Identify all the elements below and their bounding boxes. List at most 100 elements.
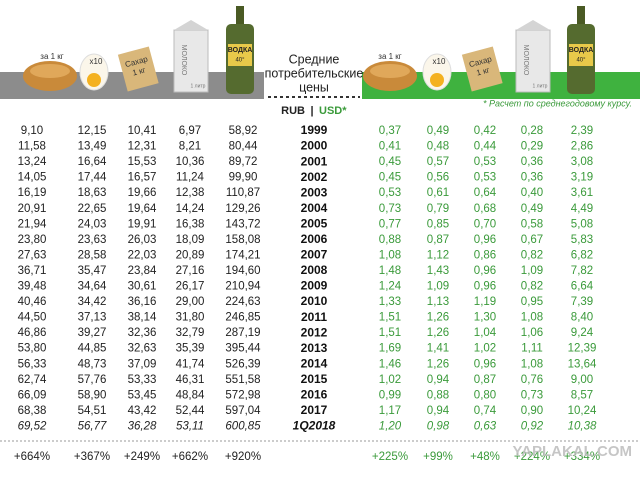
usd-price: 0,94 bbox=[427, 405, 450, 417]
usd-price: 1,30 bbox=[474, 312, 496, 324]
milk-top bbox=[174, 20, 208, 30]
usd-price: 0,73 bbox=[379, 203, 401, 215]
period: 1Q2018 bbox=[293, 419, 336, 433]
period: 2001 bbox=[301, 154, 328, 168]
rub-price: 10,36 bbox=[176, 156, 205, 168]
rub-price: 46,31 bbox=[176, 374, 205, 386]
usd-price: 0,49 bbox=[427, 125, 449, 137]
usd-price: 0,77 bbox=[379, 218, 401, 230]
vodka-tag bbox=[569, 44, 593, 66]
usd-price: 0,80 bbox=[474, 389, 496, 401]
rub-price: 57,76 bbox=[78, 374, 107, 386]
usd-price: 0,58 bbox=[521, 218, 543, 230]
usd-price: 1,08 bbox=[521, 358, 543, 370]
period: 1999 bbox=[301, 123, 328, 137]
title-line: Средние bbox=[289, 52, 340, 66]
usd-price: 0,88 bbox=[379, 234, 401, 246]
rub-price: 194,60 bbox=[225, 265, 260, 277]
usd-price: 0,85 bbox=[427, 218, 449, 230]
period: 2014 bbox=[301, 356, 328, 370]
usd-price: 0,45 bbox=[379, 172, 401, 184]
rub-price: 6,97 bbox=[179, 125, 201, 137]
footnote: * Расчет по среднегодовому курсу. bbox=[483, 98, 632, 108]
rub-price: 21,94 bbox=[18, 218, 47, 230]
rub-price: 35,47 bbox=[78, 265, 107, 277]
period: 2000 bbox=[301, 139, 328, 153]
rub-price: 56,33 bbox=[18, 358, 47, 370]
rub-price: 158,08 bbox=[225, 234, 260, 246]
usd-price: 1,17 bbox=[379, 405, 401, 417]
sugar-icon bbox=[117, 46, 159, 92]
rub-price: 20,89 bbox=[176, 249, 205, 261]
rub-price: 89,72 bbox=[229, 156, 258, 168]
period: 2008 bbox=[301, 263, 328, 277]
rub-price: 99,90 bbox=[229, 172, 258, 184]
usd-price: 0,64 bbox=[474, 187, 497, 199]
usd-price: 1,43 bbox=[427, 265, 449, 277]
rub-price: 37,13 bbox=[78, 312, 107, 324]
egg-icon bbox=[79, 53, 109, 91]
period: 2003 bbox=[301, 185, 328, 199]
egg-icon bbox=[422, 53, 452, 91]
usd-price: 7,39 bbox=[571, 296, 593, 308]
egg-yolk bbox=[87, 73, 101, 87]
period: 2010 bbox=[301, 294, 328, 308]
usd-price: 0,28 bbox=[521, 125, 543, 137]
usd-price: 0,96 bbox=[474, 281, 496, 293]
rub-growth: +367% bbox=[74, 451, 110, 463]
rub-price: 18,63 bbox=[78, 187, 107, 199]
rub-price: 52,44 bbox=[176, 405, 205, 417]
period: 2004 bbox=[301, 201, 328, 215]
rub-price: 19,66 bbox=[128, 187, 157, 199]
sugar-weight: 1 кг bbox=[131, 65, 146, 77]
rub-price: 551,58 bbox=[225, 374, 260, 386]
rub-price: 16,64 bbox=[78, 156, 107, 168]
usd-price: 0,92 bbox=[521, 420, 544, 432]
rub-price: 11,24 bbox=[176, 172, 205, 184]
usd-price: 0,56 bbox=[427, 172, 449, 184]
egg-yolk bbox=[430, 73, 444, 87]
rub-price: 287,19 bbox=[225, 327, 260, 339]
usd-price: 1,51 bbox=[379, 327, 401, 339]
vodka-strength: 40° bbox=[235, 58, 245, 64]
period: 2013 bbox=[301, 341, 328, 355]
usd-price: 2,39 bbox=[571, 125, 593, 137]
milk-volume: 1 литр bbox=[533, 83, 548, 89]
rub-price: 12,31 bbox=[128, 141, 157, 153]
usd-price: 0,36 bbox=[521, 156, 543, 168]
usd-price: 1,26 bbox=[427, 312, 449, 324]
rub-price: 11,58 bbox=[18, 141, 46, 153]
usd-price: 0,67 bbox=[521, 234, 543, 246]
rub-price: 44,50 bbox=[18, 312, 47, 324]
usd-price: 1,06 bbox=[521, 327, 543, 339]
rub-price: 41,74 bbox=[176, 358, 205, 370]
usd-price: 0,44 bbox=[474, 141, 497, 153]
rub-price: 20,91 bbox=[18, 203, 47, 215]
usd-price: 0,73 bbox=[521, 389, 543, 401]
usd-price: 1,09 bbox=[521, 265, 543, 277]
usd-price: 6,64 bbox=[571, 281, 594, 293]
usd-price: 5,08 bbox=[571, 218, 593, 230]
rub-price: 53,33 bbox=[128, 374, 157, 386]
rub-price: 48,73 bbox=[78, 358, 107, 370]
usd-price: 6,82 bbox=[571, 249, 593, 261]
rub-price: 36,16 bbox=[128, 296, 157, 308]
usd-price: 0,48 bbox=[427, 141, 449, 153]
rub-price: 32,79 bbox=[176, 327, 205, 339]
rub-price: 66,09 bbox=[18, 389, 47, 401]
usd-price: 1,46 bbox=[379, 358, 401, 370]
usd-price: 9,24 bbox=[571, 327, 594, 339]
usd-price: 0,82 bbox=[521, 249, 543, 261]
rub-price: 17,44 bbox=[78, 172, 107, 184]
usd-price: 9,00 bbox=[571, 374, 593, 386]
usd-price: 1,41 bbox=[427, 343, 449, 355]
vodka-tag bbox=[228, 44, 252, 66]
rub-price: 53,80 bbox=[18, 343, 47, 355]
rub-price: 597,04 bbox=[225, 405, 261, 417]
usd-price: 0,70 bbox=[474, 218, 496, 230]
rub-price: 46,86 bbox=[18, 327, 47, 339]
table-body: 1999 9,10 12,15 10,41 6,97 58,92 0,37 0,49 0,42 0… bbox=[14, 123, 600, 463]
usd-price: 1,48 bbox=[379, 265, 401, 277]
rub-price: 39,48 bbox=[18, 281, 47, 293]
usd-price: 1,24 bbox=[379, 281, 402, 293]
